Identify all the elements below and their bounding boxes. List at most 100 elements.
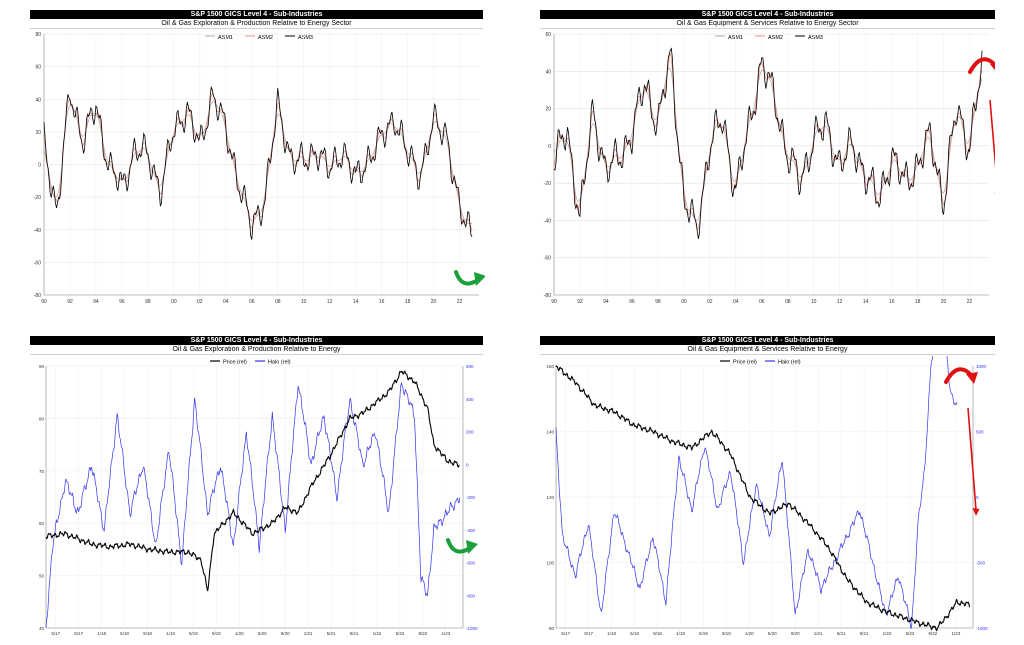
- chart-panel-asm-ep: S&P 1500 GICS Level 4 - Sub-Industries O…: [30, 10, 485, 305]
- panel-subtitle: Oil & Gas Equipment & Services Relative …: [540, 345, 995, 355]
- y-tick-label-left: 100: [546, 561, 554, 566]
- red-arrowhead-icon: [966, 372, 978, 384]
- legend-label: ASM2: [258, 35, 273, 41]
- x-tick-label: 5/17: [51, 631, 60, 636]
- x-tick-label: 5/19: [699, 631, 708, 636]
- y-tick-label: -60: [34, 260, 41, 266]
- red-down-arrow-icon: [989, 99, 995, 169]
- halo-chart-ep: Price (rel) Halo (rel) 40 50 60 70 80 90 -1000 -8…: [39, 360, 478, 637]
- series-halo-line: [555, 356, 958, 629]
- x-tick-label: 9/20: [791, 631, 800, 636]
- x-tick-label: 1/21: [304, 631, 313, 636]
- x-tick-label: 9/19: [722, 631, 731, 636]
- x-tick-label: 5/20: [768, 631, 777, 636]
- series-asm3-line: [43, 85, 473, 240]
- y-tick-label-left: 80: [549, 626, 555, 631]
- x-tick-label: 02: [197, 299, 203, 305]
- y-tick-label-right: -200: [466, 495, 476, 500]
- x-tick-label: 00: [681, 299, 687, 305]
- y-tick-label: -40: [34, 228, 41, 234]
- y-tick-label-right: 0: [976, 495, 979, 500]
- x-tick-label: 12: [837, 299, 843, 305]
- y-tick-label: -80: [34, 293, 41, 299]
- y-tick-label-left: 60: [39, 521, 45, 526]
- x-tick-label: 10: [301, 299, 307, 305]
- x-tick-label: 1/19: [676, 631, 685, 636]
- panel-subtitle: Oil & Gas Equipment & Services Relative …: [540, 19, 995, 29]
- y-tick-label: 60: [35, 65, 41, 71]
- x-tick-label: 12: [327, 299, 333, 305]
- x-tick-label: 20: [941, 299, 947, 305]
- x-tick-label: 16: [889, 299, 895, 305]
- y-tick-label-right: -1000: [976, 626, 988, 631]
- x-tick-label: 5/18: [120, 631, 129, 636]
- y-tick-label-right: 500: [976, 430, 984, 435]
- x-tick-label: 9/18: [143, 631, 152, 636]
- y-tick-label-right: 200: [466, 430, 474, 435]
- legend-label: Price (rel): [733, 360, 757, 366]
- y-tick-label-left: 120: [546, 495, 554, 500]
- y-tick-label: 40: [35, 97, 41, 103]
- x-tick-label: 1/22: [883, 631, 892, 636]
- y-tick-label-left: 140: [546, 430, 554, 435]
- x-tick-label: 5/17: [561, 631, 570, 636]
- y-tick-label-right: -800: [466, 593, 476, 598]
- x-tick-label: 90: [551, 299, 557, 305]
- x-tick-label: 14: [863, 299, 869, 305]
- y-tick-label: -80: [544, 293, 551, 299]
- series-asm1-line: [553, 67, 983, 221]
- x-tick-label: 98: [145, 299, 151, 305]
- x-tick-label: 9/22: [929, 631, 938, 636]
- legend-label: ASM3: [298, 35, 313, 41]
- x-tick-label: 9/19: [212, 631, 221, 636]
- red-down-arrowhead-icon: [972, 508, 980, 516]
- panel-header: S&P 1500 GICS Level 4 - Sub-Industries: [30, 336, 483, 345]
- legend-label: Price (rel): [223, 360, 247, 366]
- x-tick-label: 18: [405, 299, 411, 305]
- x-tick-label: 5/22: [906, 631, 915, 636]
- x-tick-label: 1/22: [373, 631, 382, 636]
- panel-header: S&P 1500 GICS Level 4 - Sub-Industries: [30, 10, 483, 19]
- series-halo-line: [45, 381, 461, 628]
- x-tick-label: 10: [811, 299, 817, 305]
- y-tick-label-left: 50: [39, 574, 45, 579]
- x-tick-label: 9/18: [653, 631, 662, 636]
- red-down-arrowhead-icon: [994, 192, 995, 194]
- x-tick-label: 08: [275, 299, 281, 305]
- x-tick-label: 98: [655, 299, 661, 305]
- panel-subtitle: Oil & Gas Exploration & Production Relat…: [30, 19, 483, 29]
- red-curved-arrow-icon: [968, 57, 995, 74]
- y-tick-label-left: 80: [39, 416, 45, 421]
- y-tick-label-right: 1000: [976, 364, 987, 369]
- x-tick-label: 5/18: [630, 631, 639, 636]
- x-tick-label: 1/20: [235, 631, 244, 636]
- chart-panel-halo-es: S&P 1500 GICS Level 4 - Sub-Industries O…: [540, 336, 995, 636]
- x-tick-label: 9/22: [419, 631, 428, 636]
- x-tick-label: 9/17: [584, 631, 593, 636]
- x-tick-label: 16: [379, 299, 385, 305]
- red-arrowhead-icon: [990, 63, 995, 71]
- panel-subtitle: Oil & Gas Exploration & Production Relat…: [30, 345, 483, 355]
- series-price-line: [45, 370, 460, 592]
- x-tick-label: 20: [431, 299, 437, 305]
- x-tick-label: 06: [759, 299, 765, 305]
- panel-header: S&P 1500 GICS Level 4 - Sub-Industries: [540, 10, 995, 19]
- x-tick-label: 1/21: [814, 631, 823, 636]
- x-tick-label: 96: [119, 299, 125, 305]
- panel-header: S&P 1500 GICS Level 4 - Sub-Industries: [540, 336, 995, 345]
- x-tick-label: 1/19: [166, 631, 175, 636]
- x-tick-label: 96: [629, 299, 635, 305]
- legend-label: ASM1: [218, 35, 233, 41]
- y-tick-label-right: 600: [466, 364, 474, 369]
- x-tick-label: 92: [67, 299, 73, 305]
- y-tick-label: 0: [548, 144, 551, 150]
- x-tick-label: 1/18: [97, 631, 106, 636]
- x-tick-label: 18: [915, 299, 921, 305]
- x-tick-label: 9/20: [281, 631, 290, 636]
- red-down-arrow-icon: [967, 407, 977, 511]
- legend-label: Halo (rel): [268, 360, 291, 366]
- y-tick-label: 60: [545, 32, 551, 38]
- y-tick-label: -20: [34, 195, 41, 201]
